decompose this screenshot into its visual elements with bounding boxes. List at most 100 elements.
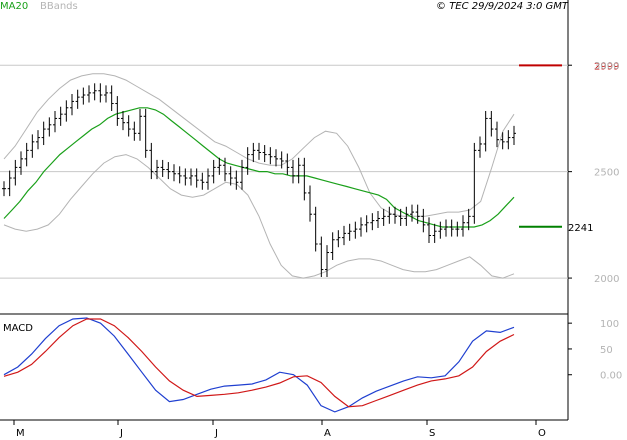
price-bar — [506, 130, 511, 150]
price-bar — [160, 159, 165, 177]
macd-tick-label: 0.00 — [600, 371, 622, 382]
price-bar — [183, 168, 188, 186]
bollinger-bands — [3, 73, 515, 279]
price-bar — [189, 168, 193, 186]
price-bar — [274, 149, 278, 167]
price-bar — [24, 142, 29, 167]
price-bar — [126, 115, 131, 137]
price-bar — [489, 110, 494, 137]
price-bar — [478, 136, 482, 158]
price-bar — [143, 108, 148, 158]
price-bar — [41, 121, 46, 146]
price-axis-ticks: 3000 2500 2000 — [568, 61, 619, 285]
price-bar — [342, 225, 346, 246]
price-bar — [92, 83, 97, 101]
price-bar — [121, 110, 125, 131]
legend-ma20: MA20 — [0, 1, 28, 12]
price-bar — [393, 206, 397, 224]
price-bar — [13, 159, 18, 186]
price-bar — [228, 166, 233, 186]
price-bar — [30, 134, 35, 158]
price-bar — [268, 147, 273, 165]
price-bar — [359, 217, 363, 237]
price-bar — [308, 185, 312, 222]
price-bar — [194, 168, 199, 188]
price-bar — [217, 157, 222, 175]
price-bar — [177, 166, 182, 184]
price-bar — [19, 151, 23, 175]
time-tick-label: A — [324, 428, 331, 439]
price-bar — [319, 236, 324, 278]
bb-upper-line — [3, 73, 515, 217]
price-bar — [421, 208, 426, 233]
price-bar — [302, 157, 307, 201]
price-bar — [115, 96, 120, 126]
price-bar — [98, 83, 103, 103]
price-bar — [432, 223, 437, 243]
price-bar — [296, 157, 301, 184]
price-bar — [410, 204, 414, 222]
time-tick-label: M — [16, 428, 25, 439]
price-bar — [2, 181, 6, 197]
price-bar — [251, 142, 256, 163]
price-bar — [104, 85, 108, 103]
price-bar — [149, 142, 154, 180]
bb-lower-line — [3, 154, 515, 279]
key-levels: 2999 2241 — [519, 61, 619, 234]
macd-tick-label: 50 — [600, 345, 613, 356]
price-bar — [64, 100, 69, 122]
price-bar — [240, 159, 244, 190]
price-bar — [262, 145, 267, 163]
macd-series-macd — [3, 317, 515, 413]
price-bar — [7, 170, 12, 197]
price-bar — [53, 110, 57, 133]
macd-tick-label: 100 — [600, 319, 619, 330]
support-level-label: 2241 — [568, 223, 593, 234]
macd-axis-ticks: 100 50 0.00 — [568, 319, 622, 382]
price-bar — [483, 110, 488, 152]
price-bar — [166, 162, 171, 180]
price-bar — [132, 121, 137, 141]
price-bar — [70, 93, 74, 116]
price-bar — [500, 132, 505, 150]
price-bar — [291, 159, 295, 184]
price-bar — [455, 221, 460, 237]
price-bar — [438, 221, 443, 239]
price-bar — [257, 142, 261, 160]
time-tick-label: J — [214, 428, 218, 439]
price-bar — [353, 221, 358, 239]
price-bar — [415, 204, 420, 224]
price-bar — [495, 121, 499, 148]
price-bar — [109, 85, 114, 111]
price-bar — [376, 211, 380, 229]
price-bar — [381, 208, 386, 226]
price-bar — [330, 232, 335, 260]
price-bar — [398, 208, 403, 226]
price-bar — [313, 206, 318, 252]
ma20-path — [3, 107, 515, 228]
price-bar — [364, 215, 369, 233]
price-tick-label: 3000 — [594, 61, 619, 72]
time-tick-label: J — [119, 428, 123, 439]
price-bar — [206, 168, 210, 190]
price-bar — [325, 245, 329, 278]
macd-series-signal — [3, 318, 515, 408]
price-bar — [234, 170, 239, 190]
price-bar — [444, 219, 448, 237]
price-bar — [512, 125, 516, 146]
macd-lines — [3, 317, 515, 413]
price-bar — [211, 159, 216, 184]
ma20-line — [3, 107, 515, 228]
price-tick-label: 2500 — [594, 168, 619, 179]
time-tick-label: S — [429, 428, 435, 439]
price-bar — [58, 106, 63, 126]
price-bar — [449, 219, 454, 237]
price-bar — [336, 230, 341, 248]
price-tick-label: 2000 — [594, 274, 619, 285]
price-bar — [245, 147, 250, 175]
resistance-level-label: 2999 — [594, 61, 619, 72]
price-bar — [347, 223, 352, 241]
price-bars — [2, 83, 516, 278]
